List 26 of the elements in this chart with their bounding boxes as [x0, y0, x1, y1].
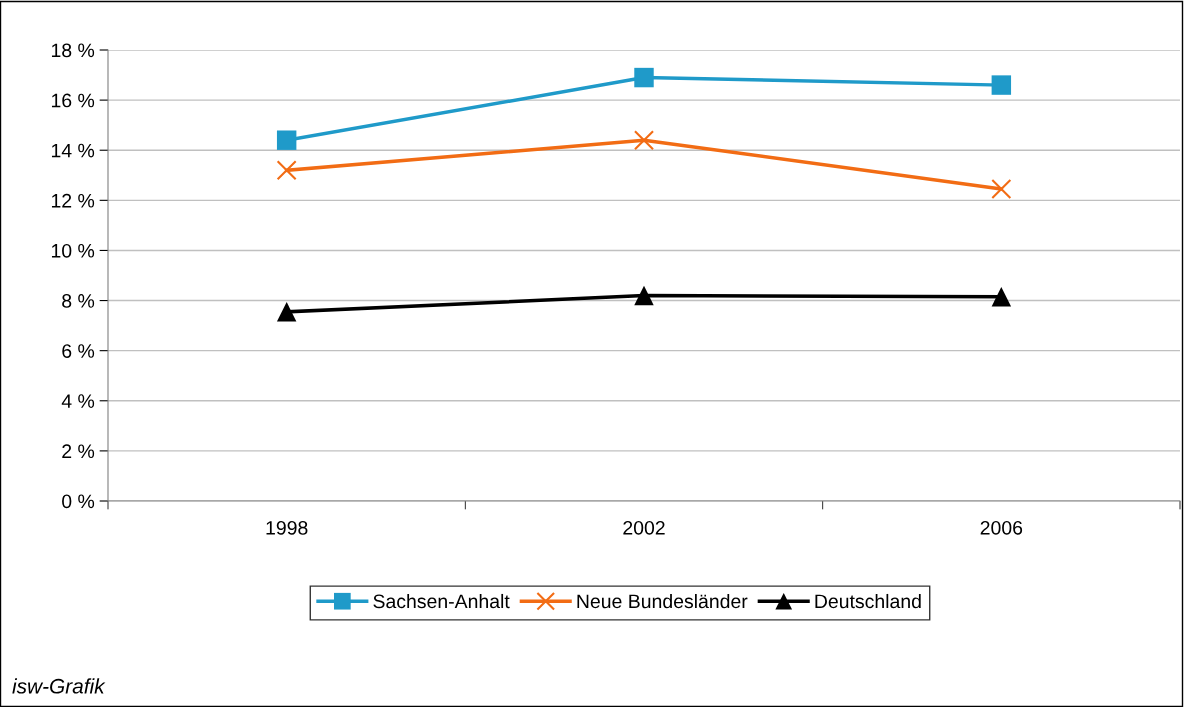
- point: [276, 130, 297, 150]
- y-tick-label: 0 %: [62, 494, 95, 509]
- point: [634, 285, 654, 306]
- y-tick-label: 12 %: [51, 193, 95, 208]
- legend-label: Neue Bundesländer: [577, 593, 748, 609]
- y-tick-label: 10 %: [51, 243, 95, 258]
- x-tick-label: 1998: [266, 520, 308, 535]
- x-tick-label: 2002: [623, 520, 665, 535]
- legend-label: Deutschland: [815, 593, 921, 609]
- point: [991, 178, 1012, 200]
- text: isw-Grafik: [12, 678, 106, 694]
- y-tick-label: 8 %: [62, 294, 95, 308]
- x-tick-label: 2006: [980, 520, 1023, 535]
- y-tick-label: 6 %: [62, 344, 95, 358]
- point: [276, 302, 297, 322]
- point: [991, 75, 1012, 95]
- legend-label: Sachsen-Anhalt: [373, 593, 510, 609]
- point: [276, 160, 297, 181]
- point: [634, 67, 654, 88]
- point: [991, 287, 1012, 307]
- y-tick-label: 16 %: [51, 93, 95, 108]
- y-tick-label: 18 %: [51, 43, 95, 58]
- y-tick-label: 14 %: [51, 143, 95, 158]
- y-tick-label: 2 %: [62, 444, 95, 459]
- point: [633, 130, 655, 151]
- y-tick-label: 4 %: [61, 394, 95, 408]
